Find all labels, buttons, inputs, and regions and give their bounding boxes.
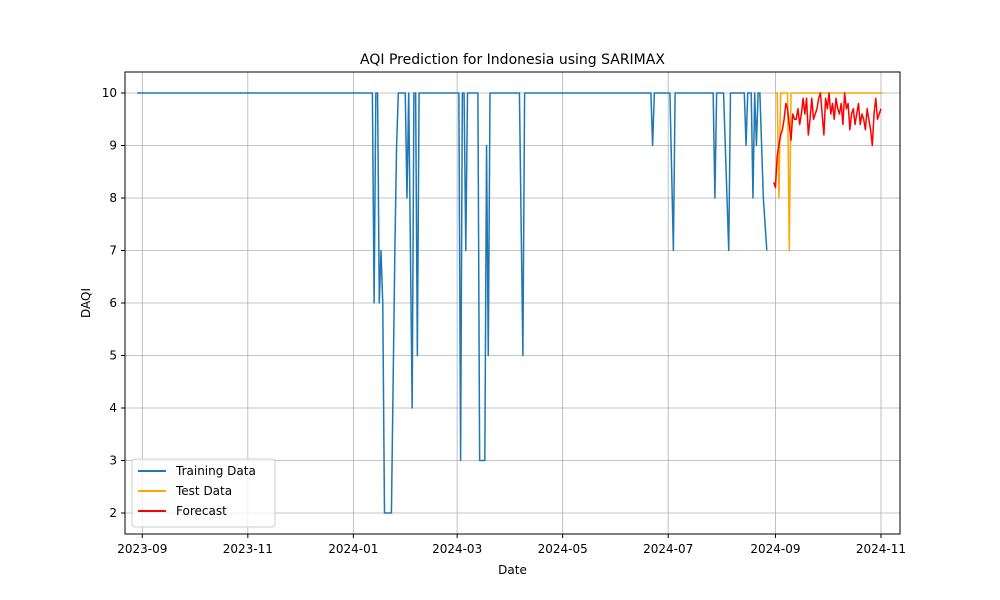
y-axis: 2 3 4 5 6 7 8 9 10 [102, 86, 125, 520]
x-tick-label: 2024-09 [750, 542, 800, 556]
x-axis: 2023-09 2023-11 2024-01 2024-03 2024-05 2024-… [117, 534, 906, 556]
y-tick-label: 9 [109, 139, 117, 153]
y-tick-label: 3 [109, 454, 117, 468]
y-axis-label: DAQI [79, 288, 93, 318]
x-tick-label: 2024-07 [643, 542, 693, 556]
y-tick-label: 2 [109, 506, 117, 520]
legend-label-forecast: Forecast [176, 504, 227, 518]
legend: Training Data Test Data Forecast [131, 458, 276, 528]
x-tick-label: 2024-05 [538, 542, 588, 556]
series-layer [137, 92, 883, 514]
legend-box [131, 458, 276, 528]
legend-label-test-data: Test Data [175, 484, 232, 498]
x-axis-label: Date [498, 563, 527, 577]
x-tick-label: 2024-03 [432, 542, 482, 556]
series-line-test-data [775, 92, 883, 252]
y-tick-label: 7 [109, 244, 117, 258]
x-tick-label: 2023-09 [117, 542, 167, 556]
series-line-training-data [137, 92, 768, 514]
legend-label-training-data: Training Data [175, 464, 256, 478]
y-tick-label: 6 [109, 296, 117, 310]
chart-title: AQI Prediction for Indonesia using SARIM… [360, 52, 665, 68]
x-tick-label: 2024-01 [328, 542, 378, 556]
x-tick-label: 2024-11 [856, 542, 906, 556]
y-tick-label: 10 [102, 86, 117, 100]
grid [125, 72, 900, 534]
y-tick-label: 4 [109, 401, 117, 415]
y-tick-label: 5 [109, 349, 117, 363]
series-line-forecast [773, 92, 882, 189]
x-tick-label: 2023-11 [223, 542, 273, 556]
y-tick-label: 8 [109, 191, 117, 205]
